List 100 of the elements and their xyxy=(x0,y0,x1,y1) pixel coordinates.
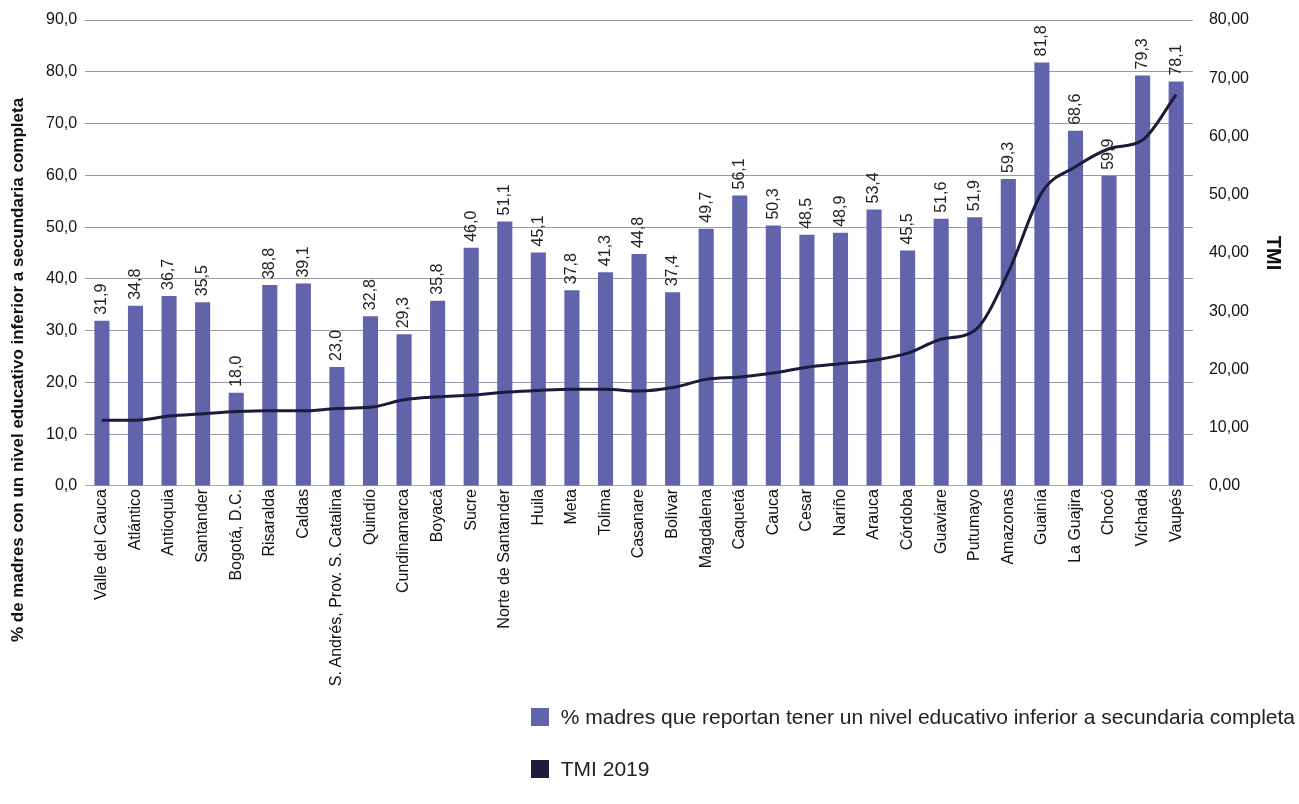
x-tick-label: Putumayo xyxy=(965,488,983,562)
bar xyxy=(94,320,110,486)
bar xyxy=(262,285,278,486)
data-label: 49,7 xyxy=(696,191,714,223)
y2-axis-title: TMI xyxy=(1263,235,1286,271)
x-tick-label: Magdalena xyxy=(696,488,714,569)
bar xyxy=(732,195,748,486)
data-label: 41,3 xyxy=(595,234,613,267)
bar xyxy=(564,290,580,486)
y2-tick-label: 60,00 xyxy=(1208,126,1250,144)
x-tick-label: Guainía xyxy=(1032,488,1050,546)
data-label: 56,1 xyxy=(730,158,748,190)
bar xyxy=(597,272,614,486)
bar xyxy=(631,254,647,486)
y-tick-label: 20,0 xyxy=(46,372,78,390)
x-tick-label: Amazonas xyxy=(998,488,1016,565)
data-label: 78,1 xyxy=(1166,44,1184,76)
x-tick-label: Meta xyxy=(562,488,580,525)
y-tick-label: 60,0 xyxy=(46,165,78,183)
data-label: 44,8 xyxy=(629,216,647,249)
y2-tick-label: 70,00 xyxy=(1208,68,1250,86)
y-tick-label: 10,0 xyxy=(46,424,78,442)
x-tick-label: Sucre xyxy=(461,488,479,531)
x-tick-label: Atlántico xyxy=(125,488,143,551)
data-label: 68,6 xyxy=(1065,93,1083,125)
x-tick-label: Bolívar xyxy=(663,488,681,539)
bar xyxy=(396,334,412,486)
data-label: 51,6 xyxy=(931,181,949,213)
bar xyxy=(1168,81,1184,486)
bar xyxy=(1101,175,1117,486)
data-label: 37,8 xyxy=(562,253,580,285)
data-label: 37,4 xyxy=(663,255,681,287)
y2-tick-label: 80,00 xyxy=(1208,10,1250,28)
data-label: 18,0 xyxy=(226,355,244,387)
data-label: 39,1 xyxy=(293,246,311,278)
data-label: 34,8 xyxy=(125,268,143,300)
bar xyxy=(698,228,714,486)
legend-label: % madres que reportan tener un nivel educativo inferior a secundaria completa xyxy=(560,705,1295,729)
x-tick-label: Arauca xyxy=(864,488,882,540)
x-tick-label: Santander xyxy=(193,488,211,563)
y-tick-label: 70,0 xyxy=(46,113,78,131)
x-tick-label: Nariño xyxy=(830,488,848,537)
y2-tick-label: 40,00 xyxy=(1208,243,1250,261)
x-tick-label: Caldas xyxy=(293,488,311,539)
data-label: 53,4 xyxy=(864,172,882,204)
bar xyxy=(900,250,916,486)
y2-tick-label: 0,00 xyxy=(1208,476,1241,494)
bar xyxy=(832,232,849,486)
data-label: 46,0 xyxy=(461,210,479,242)
bar xyxy=(127,305,144,486)
y2-tick-label: 50,00 xyxy=(1208,185,1250,203)
bar xyxy=(799,234,815,486)
data-label: 51,9 xyxy=(965,180,983,212)
x-tick-label: Vaupés xyxy=(1166,488,1184,543)
bar xyxy=(362,316,379,486)
bar xyxy=(463,247,479,486)
data-label: 51,1 xyxy=(495,184,513,216)
x-tick-label: Cundinamarca xyxy=(394,488,412,594)
x-tick-label: Vichada xyxy=(1133,488,1151,547)
data-label: 23,0 xyxy=(327,329,345,361)
data-label: 48,9 xyxy=(830,195,848,227)
x-tick-label: Norte de Santander xyxy=(495,488,513,629)
bar xyxy=(933,218,949,486)
x-tick-label: Valle del Cauca xyxy=(92,488,110,600)
legend-label: TMI 2019 xyxy=(560,757,650,781)
x-tick-label: Cesar xyxy=(797,488,815,532)
x-tick-label: Boyacá xyxy=(428,488,446,543)
data-label: 50,3 xyxy=(763,188,781,220)
bar xyxy=(765,225,781,486)
y-tick-label: 80,0 xyxy=(46,62,78,80)
x-tick-label: Quindío xyxy=(360,488,378,546)
y2-tick-label: 10,00 xyxy=(1208,418,1250,436)
bar xyxy=(1135,75,1151,486)
x-tick-label: Córdoba xyxy=(898,488,916,551)
x-tick-label: Caquetá xyxy=(730,488,748,550)
bar xyxy=(665,292,681,486)
x-tick-label: Chocó xyxy=(1099,488,1117,536)
bar xyxy=(967,217,983,486)
bar xyxy=(161,295,177,486)
data-label: 38,8 xyxy=(260,247,278,280)
x-tick-label: Casanare xyxy=(629,488,647,559)
x-tick-label: Risaralda xyxy=(260,488,278,557)
data-label: 29,3 xyxy=(394,297,412,329)
y-tick-label: 90,0 xyxy=(46,10,78,28)
x-tick-label: Guaviare xyxy=(931,488,949,554)
x-tick-label: Tolima xyxy=(595,488,613,536)
x-tick-label: Cauca xyxy=(763,488,781,536)
bar xyxy=(228,392,244,486)
x-tick-label: Huila xyxy=(528,488,546,526)
x-tick-label: S. Andrés, Prov. S. Catalina xyxy=(327,488,345,687)
bar xyxy=(866,209,882,486)
bar xyxy=(1000,178,1016,486)
x-tick-label: Antioquia xyxy=(159,488,177,556)
data-label: 35,5 xyxy=(193,264,211,297)
data-label: 32,8 xyxy=(360,278,378,311)
x-tick-label: Bogotá, D.C. xyxy=(226,488,244,581)
bar xyxy=(195,302,211,486)
x-tick-label: La Guajira xyxy=(1065,488,1083,563)
data-label: 79,3 xyxy=(1133,38,1151,70)
bar xyxy=(1034,62,1050,486)
